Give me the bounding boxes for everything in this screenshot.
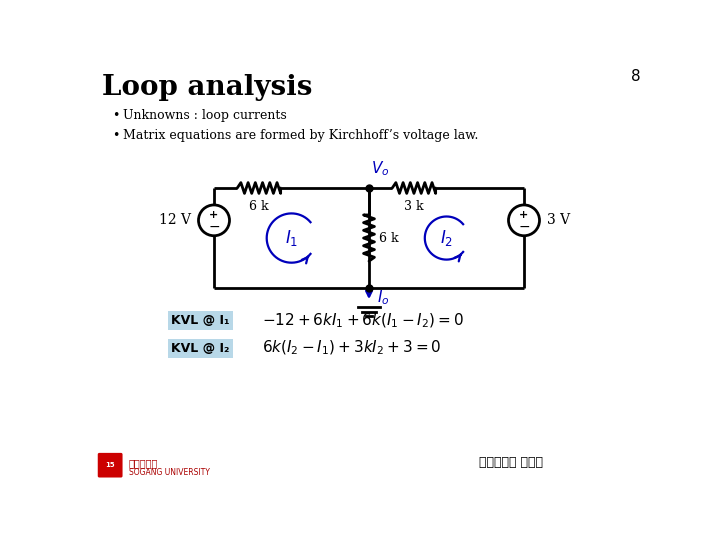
Text: $-12 + 6kI_1 + 6k(I_1 - I_2) = 0$: $-12 + 6kI_1 + 6k(I_1 - I_2) = 0$ <box>262 311 464 329</box>
Text: 3 k: 3 k <box>404 200 424 213</box>
Text: 전자공학과 이행선: 전자공학과 이행선 <box>480 456 544 469</box>
Text: 6 k: 6 k <box>249 200 269 213</box>
Text: 15: 15 <box>105 462 115 468</box>
Text: 12 V: 12 V <box>158 213 191 227</box>
Text: 6 k: 6 k <box>379 232 399 245</box>
Text: 8: 8 <box>631 69 640 84</box>
Text: $V_o$: $V_o$ <box>372 159 390 178</box>
Text: •: • <box>112 110 119 123</box>
Text: +: + <box>210 210 219 220</box>
Text: 3 V: 3 V <box>547 213 570 227</box>
Text: SOGANG UNIVERSITY: SOGANG UNIVERSITY <box>129 468 210 477</box>
Text: +: + <box>519 210 528 220</box>
Text: Loop analysis: Loop analysis <box>102 74 312 101</box>
Text: −: − <box>518 219 530 233</box>
Text: $I_1$: $I_1$ <box>285 228 298 248</box>
Text: •: • <box>112 129 119 141</box>
Text: KVL @ I₁: KVL @ I₁ <box>171 314 230 327</box>
Text: −: − <box>208 219 220 233</box>
Text: Unknowns : loop currents: Unknowns : loop currents <box>122 110 287 123</box>
Text: $I_2$: $I_2$ <box>440 228 453 248</box>
Text: $I_o$: $I_o$ <box>377 289 390 307</box>
Text: Matrix equations are formed by Kirchhoff’s voltage law.: Matrix equations are formed by Kirchhoff… <box>122 129 478 141</box>
FancyBboxPatch shape <box>98 453 122 477</box>
Text: KVL @ I₂: KVL @ I₂ <box>171 342 230 355</box>
Text: $6k(I_2 - I_1) + 3kI_2 + 3 = 0$: $6k(I_2 - I_1) + 3kI_2 + 3 = 0$ <box>262 339 441 357</box>
Text: 서강대학교: 서강대학교 <box>129 458 158 469</box>
